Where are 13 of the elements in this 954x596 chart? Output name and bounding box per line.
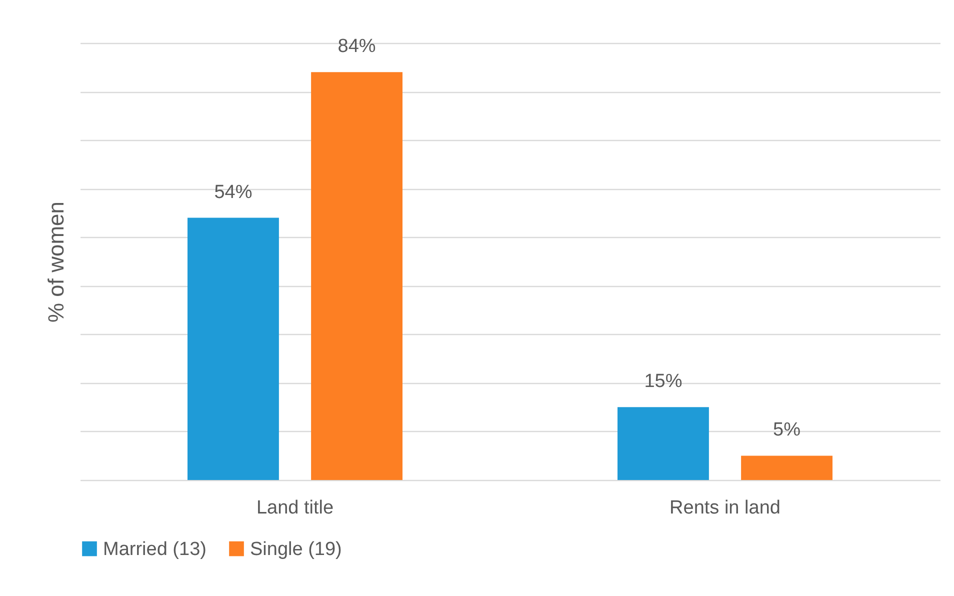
y-axis-title: % of women <box>44 201 68 323</box>
legend-label: Married (13) <box>103 538 206 560</box>
bar <box>188 218 279 480</box>
x-tick-label: Rents in land <box>670 498 780 518</box>
legend-label: Single (19) <box>250 538 342 560</box>
data-label: 5% <box>773 420 801 441</box>
bar <box>618 407 709 480</box>
x-tick-label: Land title <box>256 498 334 518</box>
data-label: 84% <box>338 36 376 58</box>
data-label: 54% <box>214 182 252 203</box>
data-label: 15% <box>644 371 682 392</box>
bar <box>741 456 832 480</box>
bar <box>311 72 402 480</box>
